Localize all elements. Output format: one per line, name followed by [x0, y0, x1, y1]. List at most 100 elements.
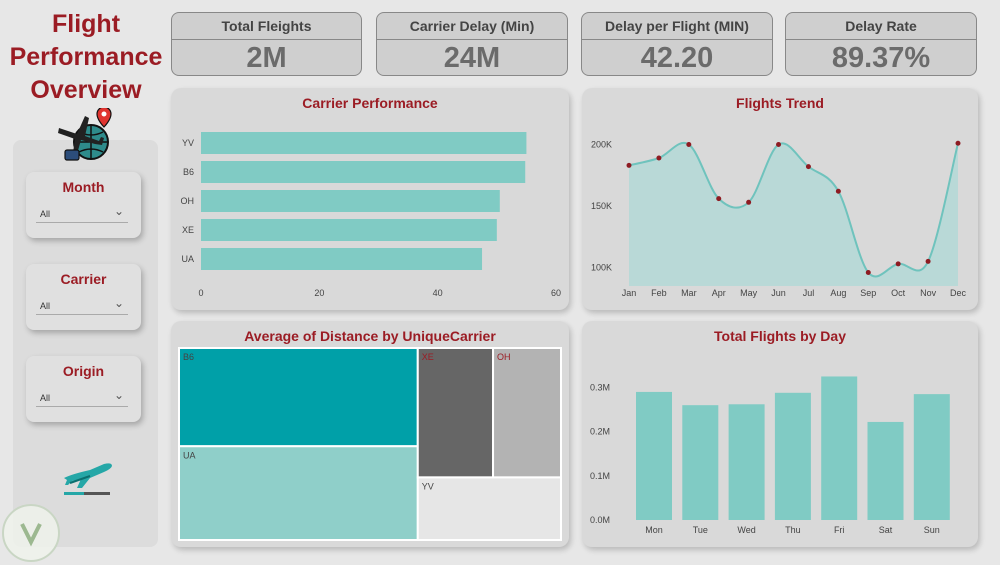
x-tick-label: 0	[198, 288, 203, 298]
y-tick-label: 0.3M	[590, 383, 610, 393]
day-bar	[913, 394, 950, 520]
x-tick-label: 40	[433, 288, 443, 298]
carrier-bar	[201, 161, 526, 183]
flights-by-day-chart: 0.3M 0.2M 0.1M 0.0M Mon Tue Wed Thu Fri Sat Sun	[590, 376, 950, 535]
chevron-down-icon: ⌄	[113, 204, 124, 218]
carrier-performance-chart: YV B6 OH XE UA 0 20 40 60	[181, 132, 561, 298]
carrier-bar	[201, 190, 500, 212]
treemap-label: UA	[183, 450, 196, 460]
carrier-dropdown[interactable]: All ⌄	[36, 296, 128, 315]
treemap-label: B6	[183, 352, 194, 362]
trend-point	[835, 188, 841, 194]
carrier-bar	[201, 248, 483, 270]
x-tick-label: Mar	[681, 288, 697, 298]
kpi-label: Carrier Delay (Min)	[377, 13, 567, 40]
trend-point	[746, 199, 752, 205]
x-tick-label: Thu	[785, 525, 801, 535]
kpi-label: Total Fleights	[172, 13, 361, 40]
trend-area	[629, 142, 958, 286]
flights-by-day-panel: Total Flights by Day 0.3M 0.2M 0.1M 0.0M Mon…	[582, 321, 978, 547]
trend-point	[925, 258, 931, 264]
y-tick-label: 150K	[591, 201, 612, 211]
carrier-bar	[201, 219, 497, 241]
x-tick-label: Sat	[879, 525, 893, 535]
x-tick-label: Wed	[737, 525, 755, 535]
kpi-label: Delay Rate	[786, 13, 976, 40]
dashboard-title: Flight Performance Overview	[6, 8, 166, 107]
x-tick-label: Feb	[651, 288, 667, 298]
day-bar	[636, 391, 672, 520]
watermark-logo	[2, 504, 60, 562]
x-tick-label: Sep	[860, 288, 876, 298]
y-tick-label: 0.0M	[590, 515, 610, 525]
kpi-value: 89.37%	[831, 42, 931, 74]
day-bar	[821, 376, 858, 520]
slicer-label: Month	[62, 179, 105, 195]
treemap-label: XE	[422, 352, 434, 362]
origin-dropdown[interactable]: All ⌄	[36, 388, 128, 407]
kpi-value: 2M	[246, 42, 287, 74]
y-tick-label: 100K	[591, 263, 612, 273]
dropdown-value: All	[40, 393, 51, 403]
x-tick-label: May	[740, 288, 758, 298]
x-tick-label: 20	[314, 288, 324, 298]
x-tick-label: Apr	[712, 288, 726, 298]
x-tick-label: Fri	[834, 525, 845, 535]
title-line-1: Flight	[51, 10, 121, 38]
treemap-tile	[416, 476, 562, 541]
day-bar	[867, 421, 904, 520]
slicer-label: Origin	[62, 363, 105, 379]
kpi-delay-per-flight: Delay per Flight (MIN) 42.20	[581, 12, 773, 76]
slicer-carrier: Carrier All ⌄	[26, 264, 141, 330]
trend-point	[895, 261, 901, 267]
chevron-down-icon: ⌄	[113, 296, 124, 310]
carrier-tick-label: XE	[182, 225, 194, 235]
slicer-label: Carrier	[60, 271, 107, 287]
month-dropdown[interactable]: All ⌄	[36, 204, 128, 223]
day-bar	[774, 392, 811, 520]
y-tick-label: 0.1M	[590, 471, 610, 481]
trend-point	[626, 162, 632, 168]
distance-treemap-chart: B6 UA XE OH YV	[178, 347, 563, 541]
chart-title: Total Flights by Day	[714, 328, 846, 344]
x-tick-label: Nov	[920, 288, 937, 298]
carrier-tick-label: OH	[181, 196, 195, 206]
treemap-tile	[416, 347, 495, 479]
x-tick-label: Tue	[693, 525, 708, 535]
airplane-takeoff-icon	[64, 463, 112, 495]
y-tick-label: 200K	[591, 139, 612, 149]
trend-point	[805, 164, 811, 170]
kpi-label: Delay per Flight (MIN)	[582, 13, 772, 40]
chart-title: Flights Trend	[736, 95, 824, 111]
flights-trend-panel: Flights Trend 200K 150K 100K Jan Feb Mar Apr Ma…	[582, 88, 978, 310]
trend-point	[865, 269, 871, 275]
carrier-tick-label: B6	[183, 167, 194, 177]
trend-point	[656, 155, 662, 161]
carrier-performance-panel: Carrier Performance YV B6 OH XE UA 0 20 40 60	[171, 88, 569, 310]
trend-point	[686, 141, 692, 147]
plane-globe-icon	[58, 108, 112, 161]
title-line-3: Overview	[30, 76, 142, 104]
treemap-label: YV	[422, 481, 434, 491]
chart-title: Carrier Performance	[302, 95, 438, 111]
kpi-delay-rate: Delay Rate 89.37%	[785, 12, 977, 76]
treemap-tile	[492, 347, 563, 479]
trend-point	[716, 196, 722, 202]
slicer-origin: Origin All ⌄	[26, 356, 141, 422]
kpi-value: 24M	[443, 42, 501, 74]
flights-trend-chart: 200K 150K 100K Jan Feb Mar Apr May Jun Jul Aug Sep O…	[591, 139, 967, 298]
x-tick-label: 60	[551, 288, 561, 298]
kpi-carrier-delay: Carrier Delay (Min) 24M	[376, 12, 568, 76]
dropdown-value: All	[40, 209, 51, 219]
x-tick-label: Sun	[924, 525, 940, 535]
x-tick-label: Jan	[622, 288, 637, 298]
day-bar	[728, 404, 765, 520]
carrier-tick-label: UA	[181, 254, 194, 264]
title-line-2: Performance	[9, 43, 163, 71]
chart-title: Average of Distance by UniqueCarrier	[244, 328, 496, 344]
slicer-month: Month All ⌄	[26, 172, 141, 238]
treemap-tile	[178, 445, 419, 541]
chevron-down-icon: ⌄	[113, 388, 124, 402]
x-tick-label: Aug	[830, 288, 846, 298]
x-tick-label: Dec	[950, 288, 967, 298]
